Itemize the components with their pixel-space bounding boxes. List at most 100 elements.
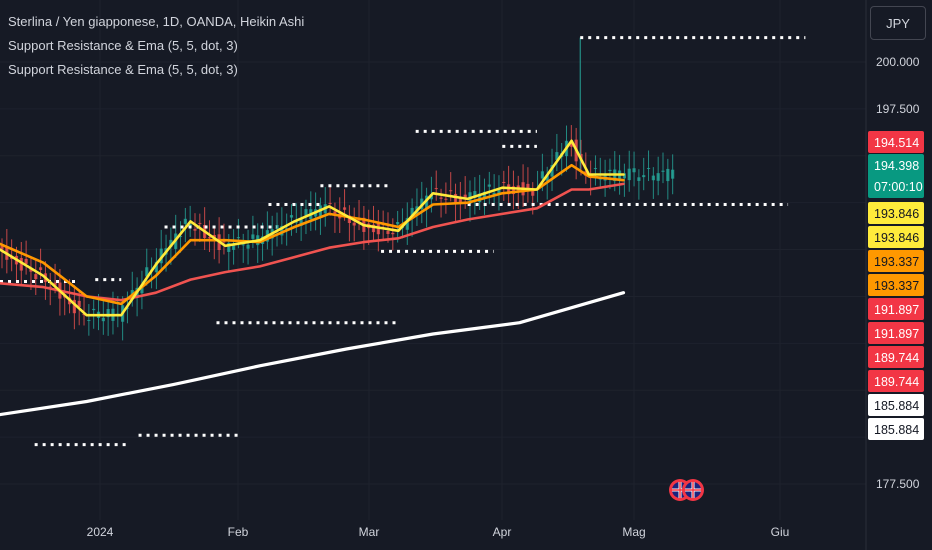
candle-body (642, 175, 646, 178)
candle-body (627, 168, 631, 181)
uk-flag-icon[interactable] (682, 479, 704, 501)
price-badge-bg (868, 154, 924, 198)
candle-body (540, 171, 544, 179)
price-badges: 194.514 194.398 07:00:10 193.846 193.846 193.… (868, 131, 924, 440)
candle-body (333, 211, 337, 215)
candle-body (19, 258, 23, 271)
price-badge-value: 185.884 (874, 399, 919, 413)
ema-lines-layer (0, 139, 626, 417)
price-badge-value: 194.514 (874, 136, 919, 150)
price-badge-value: 189.744 (874, 351, 919, 365)
candle-body (449, 190, 453, 192)
ema-line (0, 139, 625, 317)
price-badge-value: 194.398 (874, 159, 919, 173)
price-badge-value: 191.897 (874, 327, 919, 341)
currency-selector[interactable]: JPY (870, 6, 926, 40)
candle-body (637, 177, 641, 181)
price-badge: 194.398 07:00:10 (868, 154, 924, 198)
candle-body (410, 207, 414, 219)
price-badge-value: 193.846 (874, 231, 919, 245)
price-badge-bg (868, 298, 924, 320)
candle-body (24, 258, 28, 264)
candle-body (101, 317, 105, 322)
price-badge-bg (868, 394, 924, 416)
currency-label: JPY (886, 15, 910, 31)
time-tick-label: Mar (359, 525, 380, 539)
candle-body (106, 308, 110, 318)
candle-body (207, 237, 212, 239)
time-tick-label: 2024 (87, 525, 114, 539)
candle-body (241, 244, 245, 246)
price-axis[interactable]: 200.000 197.500 177.500 (876, 55, 920, 491)
candle-body (656, 173, 660, 181)
price-badge: 193.846 (868, 226, 924, 248)
candle-body (487, 184, 491, 187)
candle-body (231, 245, 236, 250)
candle-body (632, 168, 636, 173)
price-badge: 191.897 (868, 322, 924, 344)
candle-body (183, 218, 187, 224)
time-tick-label: Mag (622, 525, 645, 539)
indicator-label-1[interactable]: Support Resistance & Ema (5, 5, dot, 3) (8, 38, 238, 53)
candle-body (342, 207, 347, 210)
candle-body (0, 245, 4, 250)
price-badge: 191.897 (868, 298, 924, 320)
candle-body (347, 215, 351, 224)
candle-body (463, 194, 467, 200)
candle-body (289, 215, 294, 218)
candle-body (545, 175, 549, 181)
candle-body (371, 224, 376, 233)
candle-body (661, 170, 665, 172)
candle-body (193, 229, 197, 231)
candle-body (502, 181, 506, 183)
candle-body (227, 242, 231, 252)
time-tick-label: Giu (771, 525, 790, 539)
event-flags[interactable] (669, 479, 704, 501)
candle-body (251, 234, 255, 239)
price-badge: 185.884 (868, 418, 924, 440)
price-badge: 193.337 (868, 250, 924, 272)
candle-body (294, 221, 298, 223)
ema-line (0, 182, 625, 302)
price-badge-value: 193.337 (874, 279, 919, 293)
candle-body (593, 168, 598, 170)
candle-body (511, 186, 516, 195)
price-badge: 193.337 (868, 274, 924, 296)
symbol-title[interactable]: Sterlina / Yen giapponese, 1D, OANDA, He… (8, 14, 305, 29)
time-axis[interactable]: 2024 Feb Mar Apr Mag Giu (87, 525, 790, 539)
candle-body (87, 319, 91, 321)
price-badge-bg (868, 226, 924, 248)
price-badge-value: 189.744 (874, 375, 919, 389)
price-badge: 189.744 (868, 370, 924, 392)
time-tick-label: Feb (228, 525, 249, 539)
candle-body (550, 165, 554, 177)
price-badge-value: 193.337 (874, 255, 919, 269)
candle-body (198, 222, 202, 224)
candle-body (453, 193, 458, 203)
candle-body (671, 169, 675, 179)
candle-body (169, 239, 173, 248)
candle-body (246, 244, 250, 249)
indicator-label-2[interactable]: Support Resistance & Ema (5, 5, dot, 3) (8, 62, 238, 77)
candle-body (478, 193, 482, 203)
price-badge-bg (868, 202, 924, 224)
candle-body (439, 197, 443, 199)
price-badge: 194.514 (868, 131, 924, 153)
time-tick-label: Apr (493, 525, 512, 539)
candle-body (391, 232, 395, 235)
candle-body (299, 219, 303, 226)
price-tick-label: 177.500 (876, 477, 920, 491)
candle-body (526, 183, 530, 189)
price-badge-bg (868, 131, 924, 153)
price-tick-label: 197.500 (876, 102, 920, 116)
candle-body (285, 228, 289, 230)
price-badge: 185.884 (868, 394, 924, 416)
candle-body (178, 235, 183, 237)
candle-body (222, 241, 226, 243)
candle-body (569, 143, 573, 147)
candle-body (38, 267, 43, 271)
candle-body (328, 202, 332, 204)
candle-body (497, 189, 501, 195)
